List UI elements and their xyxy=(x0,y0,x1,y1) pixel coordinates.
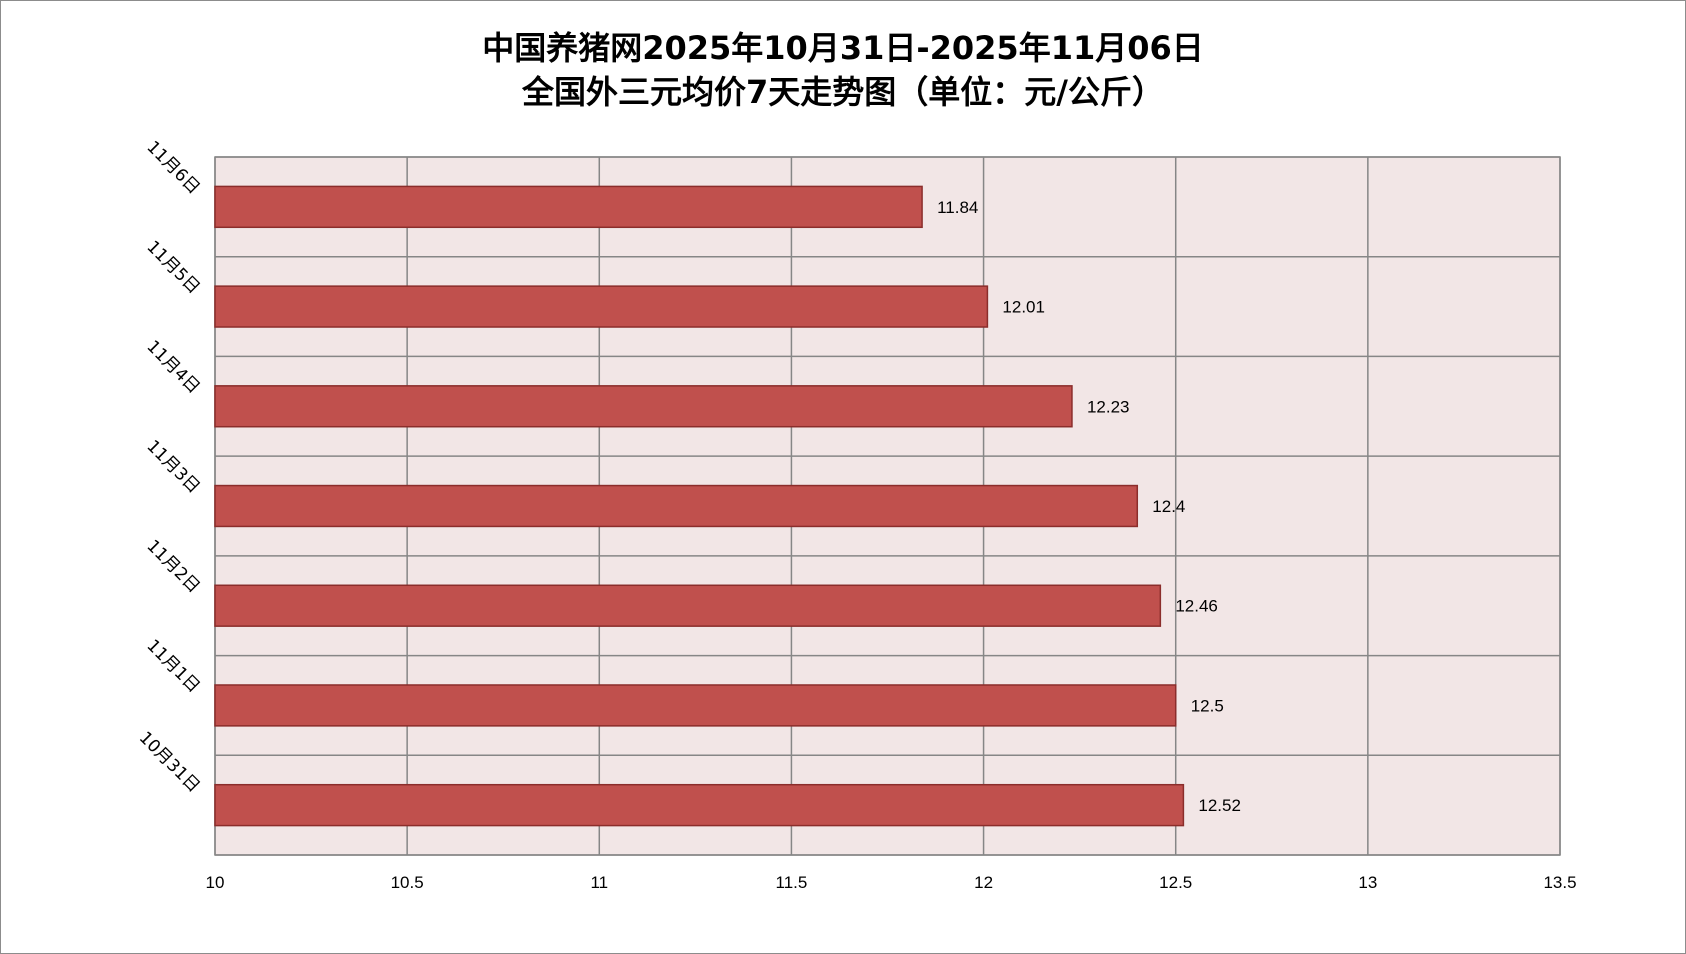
x-tick-label-0: 10 xyxy=(206,873,225,892)
category-label-1: 11月1日 xyxy=(142,636,203,697)
chart-title-line-2: 全国外三元均价7天走势图（单位：元/公斤） xyxy=(522,73,1164,111)
x-tick-label-3: 11.5 xyxy=(776,873,808,892)
category-label-5: 11月5日 xyxy=(142,237,203,298)
bar-1 xyxy=(214,684,1177,727)
data-label-4: 12.23 xyxy=(1087,397,1130,416)
data-label-0: 12.52 xyxy=(1198,796,1241,815)
y-axis-category-labels: 10月31日 11月1日 11月2日 11月3日 11月4日 11月5日 11月6日 xyxy=(135,137,204,796)
x-tick-label-6: 13 xyxy=(1358,873,1377,892)
bar-4 xyxy=(214,385,1073,428)
bars xyxy=(214,185,1185,827)
x-tick-label-1: 10.5 xyxy=(391,873,424,892)
data-label-3: 12.4 xyxy=(1152,497,1185,516)
x-tick-label-2: 11 xyxy=(590,873,608,892)
bar-5 xyxy=(214,285,989,328)
chart-title-line-1: 中国养猪网2025年10月31日-2025年11月06日 xyxy=(482,29,1204,67)
category-label-6: 11月6日 xyxy=(142,137,203,198)
bar-0 xyxy=(214,783,1185,827)
bar-3 xyxy=(214,484,1139,528)
data-label-6: 11.84 xyxy=(937,198,978,217)
x-tick-label-4: 12 xyxy=(974,873,993,892)
category-label-2: 11月2日 xyxy=(142,536,203,597)
category-label-4: 11月4日 xyxy=(142,337,203,398)
x-axis-tick-labels: 10 10.5 11 11.5 12 12.5 13 13.5 xyxy=(206,873,1577,892)
category-label-3: 11月3日 xyxy=(142,436,203,497)
data-label-2: 12.46 xyxy=(1175,597,1218,616)
chart-title: 中国养猪网2025年10月31日-2025年11月06日 全国外三元均价7天走势… xyxy=(0,26,1686,114)
data-labels: 12.52 12.5 12.46 12.4 12.23 12.01 11.84 xyxy=(937,198,1241,815)
bar-6 xyxy=(214,185,923,229)
data-label-5: 12.01 xyxy=(1002,298,1045,317)
data-label-1: 12.5 xyxy=(1191,696,1224,715)
category-label-0: 10月31日 xyxy=(135,728,204,797)
x-tick-label-5: 12.5 xyxy=(1159,873,1192,892)
x-tick-label-7: 13.5 xyxy=(1543,873,1576,892)
grid-lines xyxy=(214,156,1561,856)
bar-2 xyxy=(214,584,1162,627)
